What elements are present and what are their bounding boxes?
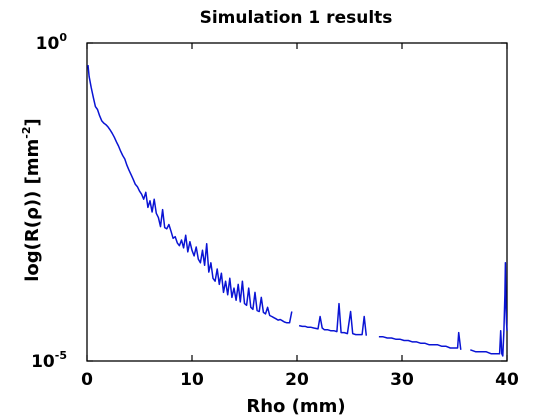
- y-axis-label-close: ]: [22, 118, 43, 126]
- series-line-group: [87, 65, 508, 357]
- series-line-segment: [87, 65, 293, 324]
- y-tick-label: 100: [36, 31, 68, 54]
- x-tick-label: 30: [390, 370, 414, 390]
- series-line-segment: [470, 262, 508, 357]
- y-axis-label-exponent: -2: [20, 126, 33, 138]
- x-tick-label: 10: [180, 370, 204, 390]
- x-axis-ticks: 0 10 20 30 40: [81, 43, 519, 390]
- series-line-segment: [378, 331, 462, 350]
- x-tick-label: 40: [495, 370, 519, 390]
- x-axis-label: Rho (mm): [246, 396, 345, 417]
- y-axis-label: log(R(ρ)) [mm-2]: [20, 118, 43, 282]
- y-axis-label-main: log(R(ρ)) [mm: [22, 139, 43, 282]
- y-axis-ticks: 100 10-5: [31, 31, 507, 372]
- x-tick-label: 0: [81, 370, 93, 390]
- x-tick-label: 20: [285, 370, 309, 390]
- chart-title: Simulation 1 results: [200, 8, 393, 28]
- y-tick-label: 10-5: [31, 349, 67, 372]
- series-line-segment: [298, 302, 368, 336]
